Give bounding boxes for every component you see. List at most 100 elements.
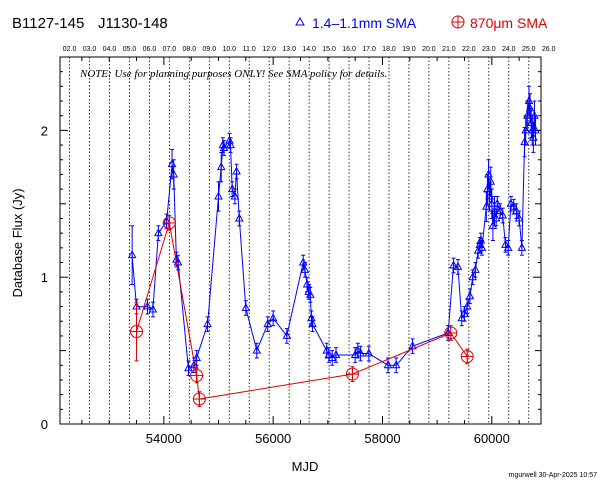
data-point [241,300,251,316]
axes: 54000 56000 58000 60000 0 1 2 [41,56,542,446]
top-axis-tick-label: 03.0 [83,46,97,53]
legend-red: 870μm SMA [451,15,548,31]
source-alias: J1130-148 [98,15,168,32]
data-point [263,316,273,333]
data-point [219,140,229,156]
top-axis-tick-label: 16.0 [342,46,356,53]
data-point [154,225,163,241]
data-point [512,203,521,219]
data-point [477,240,487,256]
data-point [190,367,204,384]
top-axis-tick-label: 08.0 [183,46,197,53]
data-point [232,163,241,180]
top-axis-tick-label: 10.0 [222,46,236,53]
top-axis-tick-label: 05.0 [123,46,137,53]
data-point [356,345,365,362]
year-gridlines [69,57,530,424]
top-axis: 02.0 03.0 04.0 05.0 06.0 07.0 08.0 09.0 10.0 11.0… [63,46,556,53]
y-tick-label: 1 [41,270,48,285]
data-point [192,350,201,366]
top-axis-tick-label: 26.0 [542,46,556,53]
top-axis-tick-label: 14.0 [302,46,316,53]
data-point [148,301,158,318]
data-point [143,298,152,315]
data-point [503,240,513,256]
data-point [306,286,315,303]
timestamp-footer: mgurwell 30-Apr-2025 10:57 [509,472,597,479]
data-point [465,288,475,305]
data-point [486,166,496,197]
data-point [234,210,244,227]
data-point [226,137,235,153]
top-axis-tick-label: 24.0 [502,46,516,53]
data-point [498,207,508,224]
data-point [514,210,524,227]
data-point [391,357,401,374]
top-axis-tick-label: 11.0 [243,46,256,53]
data-point [460,348,474,365]
data-point [471,262,480,278]
series-line [131,100,536,369]
data-point [364,345,374,362]
data-point [531,115,540,146]
data-point [449,257,458,274]
top-axis-tick-label: 20.0 [422,46,436,53]
top-axis-tick-label: 15.0 [322,46,336,53]
data-point [383,357,393,374]
legend-blue-label: 1.4–1.1mm SMA [312,15,417,31]
data-point [214,181,223,212]
planning-note: NOTE: Use for planning purposes ONLY! Se… [79,68,387,80]
y-axis-label: Database Flux (Jy) [10,188,25,297]
data-point [216,151,226,183]
data-point [492,195,502,212]
data-point [408,338,417,355]
data-point [230,188,240,205]
data-point [453,259,463,275]
data-point [127,225,137,286]
data-point [192,391,206,407]
data-point [268,310,278,327]
data-point [457,310,467,327]
data-point [520,126,529,158]
top-axis-tick-label: 04.0 [103,46,117,53]
data-point [130,301,144,362]
data-point [517,240,527,256]
data-point [169,159,179,190]
x-tick-label: 54000 [146,431,182,446]
top-axis-tick-label: 07.0 [163,46,177,53]
series-blue [127,85,540,377]
data-point [252,342,262,359]
triangle-icon [295,16,305,26]
data-point [203,316,212,333]
top-axis-tick-label: 19.0 [402,46,416,53]
data-point [444,325,458,341]
top-axis-tick-label: 25.0 [522,46,536,53]
data-point [350,347,360,363]
top-axis-tick-label: 21.0 [442,46,456,53]
top-axis-tick-label: 13.0 [282,46,296,53]
x-tick-label: 58000 [364,431,400,446]
legend-blue: 1.4–1.1mm SMA [295,15,417,31]
x-tick-label: 56000 [255,431,291,446]
data-point [345,366,359,382]
series-red [130,215,474,407]
data-point [331,347,341,363]
data-point [282,328,292,344]
y-tick-label: 0 [41,417,48,432]
top-axis-tick-label: 06.0 [143,46,157,53]
series-line [136,222,468,400]
top-axis-tick-label: 09.0 [203,46,217,53]
data-point [225,132,234,149]
data-point [308,316,317,333]
top-axis-tick-label: 22.0 [462,46,476,53]
data-point [300,262,310,278]
x-tick-label: 60000 [474,431,510,446]
top-axis-tick-label: 18.0 [382,46,396,53]
top-axis-tick-label: 17.0 [362,46,376,53]
x-axis-label: MJD [292,459,319,474]
source-name: B1127-145 [12,15,84,32]
legend-red-label: 870μm SMA [470,15,548,31]
top-axis-tick-label: 23.0 [482,46,496,53]
